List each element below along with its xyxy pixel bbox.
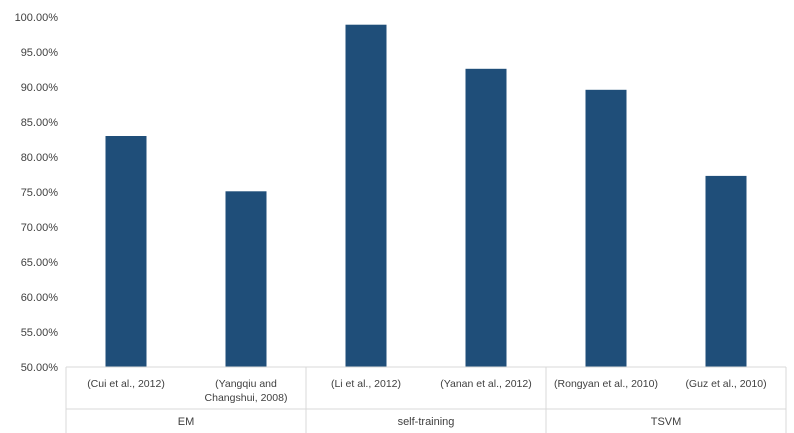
bar (106, 136, 147, 367)
bar (226, 191, 267, 367)
y-axis-labels: 50.00% 55.00% 60.00% 65.00% 70.00% 75.00% 80.0… (15, 12, 59, 374)
group-label: TSVM (651, 416, 682, 428)
group-label: EM (178, 416, 195, 428)
y-tick-label: 95.00% (21, 47, 59, 59)
y-tick-label: 90.00% (21, 82, 59, 94)
y-tick-label: 75.00% (21, 187, 59, 199)
y-tick-label: 60.00% (21, 292, 59, 304)
y-tick-label: 100.00% (15, 12, 59, 24)
y-tick-label: 80.00% (21, 152, 59, 164)
bar (586, 90, 627, 367)
category-label: (Guz et al., 2010) (685, 378, 766, 390)
y-tick-label: 50.00% (21, 362, 59, 374)
bar (466, 69, 507, 367)
category-label: (Rongyan et al., 2010) (554, 378, 658, 390)
x-axis: (Cui et al., 2012) (Yangqiu and Changshui,… (66, 367, 786, 433)
y-tick-label: 55.00% (21, 327, 59, 339)
category-label: (Cui et al., 2012) (87, 378, 165, 390)
y-tick-label: 65.00% (21, 257, 59, 269)
group-label: self-training (398, 416, 455, 428)
y-tick-label: 70.00% (21, 222, 59, 234)
category-label: (Yanan et al., 2012) (440, 378, 531, 390)
bar (706, 176, 747, 367)
y-tick-label: 85.00% (21, 117, 59, 129)
category-label: (Yangqiu and Changshui, 2008) (205, 378, 288, 404)
category-label: (Li et al., 2012) (331, 378, 401, 390)
bars (106, 25, 747, 367)
bar (346, 25, 387, 367)
